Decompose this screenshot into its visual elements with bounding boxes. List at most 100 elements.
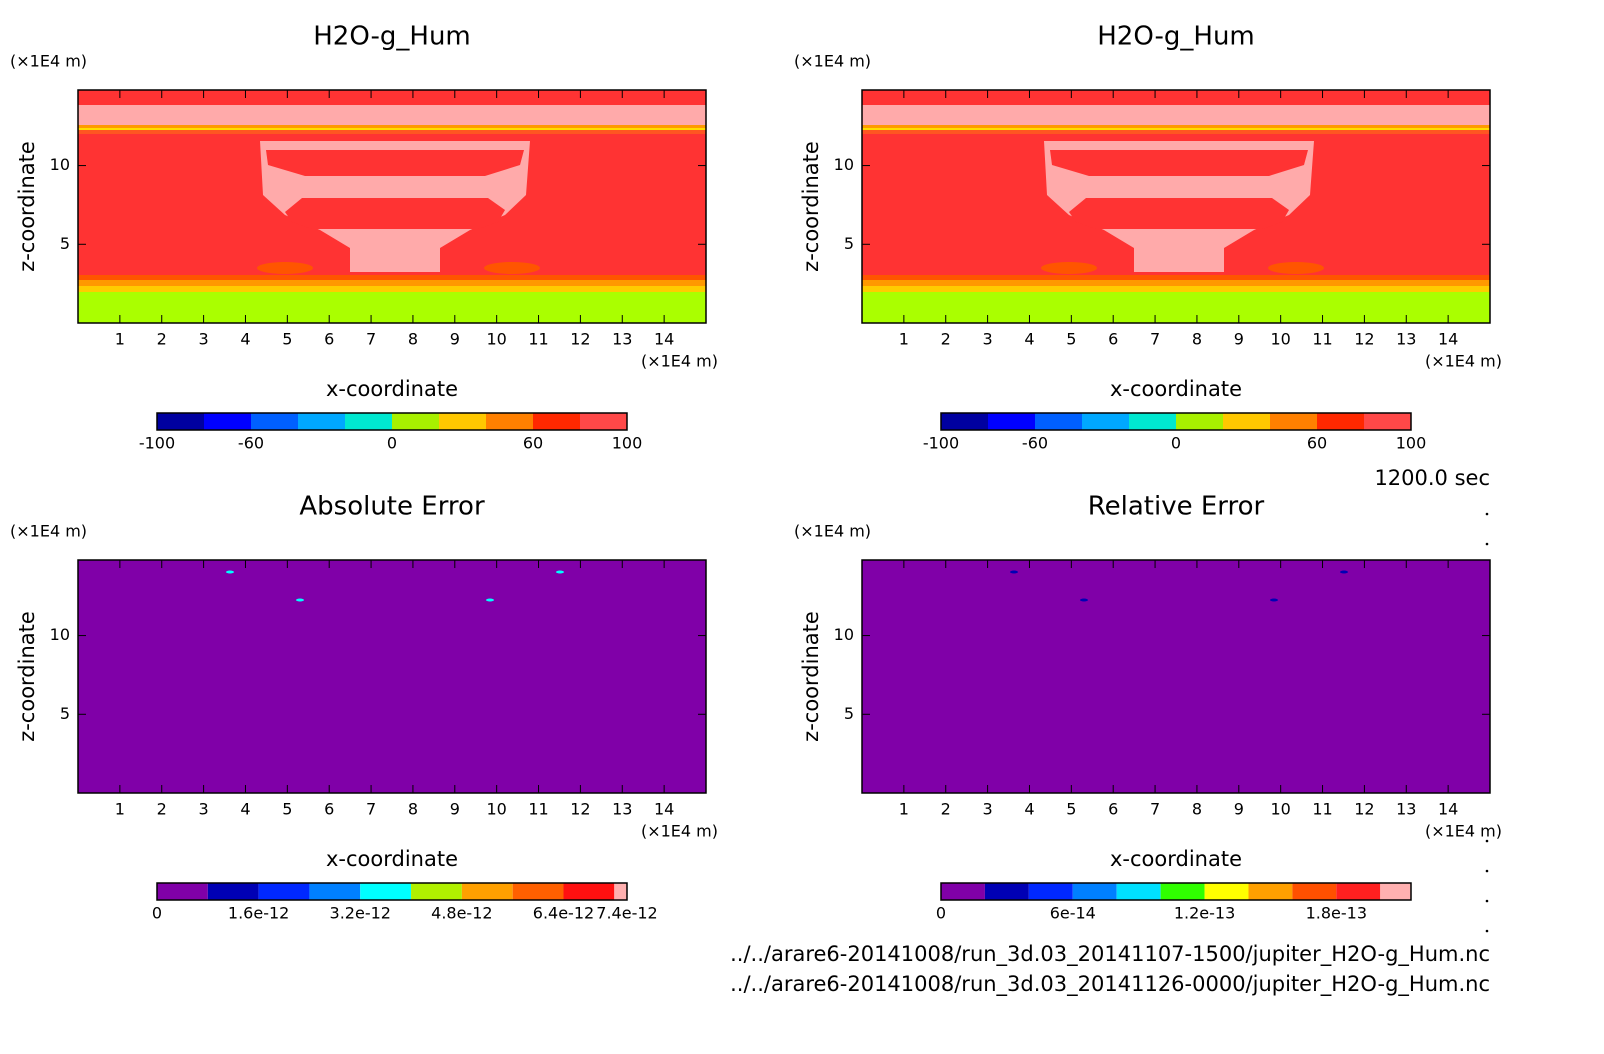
x-tick-label: 14 [654,330,674,349]
colorbar-box [309,883,361,900]
y-tick-label: 5 [844,704,854,723]
y-tick-label: 5 [60,704,70,723]
y-axis-label: z-coordinate [15,141,39,272]
y-tick-label: 10 [834,155,854,174]
field-band [862,128,1490,130]
colorbar-box [439,413,486,430]
field-region [1069,198,1289,229]
x-tick-label: 7 [366,800,376,819]
x-axis-label: x-coordinate [1110,377,1242,401]
field-band [862,286,1490,292]
colorbar-tick-label: 0 [1171,434,1181,453]
colorbar-box [1317,413,1364,430]
plot-frame [77,559,707,794]
x-tick-label: 6 [324,800,334,819]
x-tick-label: 12 [1354,800,1374,819]
x-tick-label: 10 [486,330,506,349]
colorbar-box [984,883,1029,900]
y-axis-label: z-coordinate [799,141,823,272]
colorbar-box [533,413,580,430]
colorbar-box [563,883,615,900]
field-speck [486,598,494,602]
x-tick-label: 9 [1234,800,1244,819]
x-tick-label: 4 [240,330,250,349]
colorbar-tick-label: 4.8e-12 [431,904,492,923]
field-region [285,198,505,229]
colorbar-frame [156,412,628,431]
x-tick-label: 5 [1066,800,1076,819]
chart-title: Relative Error [1088,492,1265,522]
y-axis-label: z-coordinate [799,611,823,742]
field-band [862,130,1490,134]
plot-frame [861,559,1491,794]
field-band [78,125,706,128]
dots [1485,512,1489,933]
x-tick-label: 14 [654,800,674,819]
x-tick-label: 4 [240,800,250,819]
panel: H2O-g_Hum (×1E4 m) (×1E4 m) x-coordinate z-c… [794,22,1502,453]
field [78,560,706,793]
x-tick-label: 1 [115,330,125,349]
colorbar-tick-label: -100 [923,434,959,453]
field-band [862,125,1490,128]
x-tick-label: 6 [1108,330,1118,349]
colorbar-box [207,883,259,900]
y-tick-label: 5 [60,234,70,253]
x-tick-label: 8 [408,330,418,349]
colorbar-box [1035,413,1082,430]
colorbar-frame [156,882,628,901]
colorbar-tick-label: 100 [612,434,643,453]
field-speck [1340,570,1348,574]
colorbar-box [1292,883,1337,900]
field-speck [1080,598,1088,602]
chart-title: H2O-g_Hum [313,22,471,52]
x-tick-label: 13 [1396,800,1416,819]
colorbar-tick-label: 1.6e-12 [228,904,289,923]
x-tick-label: 14 [1438,800,1458,819]
field-band [78,128,706,130]
file-path: ../../arare6-20141008/run_3d.03_20141126… [730,972,1490,997]
field-band [78,105,706,125]
x-tick-label: 13 [612,330,632,349]
x-unit: (×1E4 m) [1425,352,1502,371]
colorbar-box [461,883,513,900]
colorbar-tick-label: -100 [139,434,175,453]
colorbar-box [1116,883,1161,900]
x-axis-label: x-coordinate [326,847,458,871]
x-tick-label: 2 [157,330,167,349]
field-speck [556,570,564,574]
colorbar-box [941,413,988,430]
colorbar-box [1336,883,1381,900]
colorbar-box [1204,883,1249,900]
x-tick-label: 1 [899,800,909,819]
x-tick-label: 2 [941,330,951,349]
colorbar-box [251,413,298,430]
x-tick-label: 6 [1108,800,1118,819]
colorbar-box [614,883,627,900]
colorbar-box [580,413,627,430]
field-speck [296,598,304,602]
x-tick-label: 11 [528,800,548,819]
field-band [862,292,1490,323]
colorbar-box [988,413,1035,430]
colorbar-box [1248,883,1293,900]
x-tick-label: 10 [1270,800,1290,819]
colorbar-box [258,883,310,900]
chart-title: H2O-g_Hum [1097,22,1255,52]
colorbar-tick-label: 3.2e-12 [330,904,391,923]
x-axis-label: x-coordinate [326,377,458,401]
x-tick-label: 6 [324,330,334,349]
field-band [862,275,1490,280]
panel: Absolute Error (×1E4 m) (×1E4 m) x-coordina… [10,492,718,923]
colorbar-tick-label: 6.4e-12 [533,904,594,923]
x-tick-label: 7 [1150,800,1160,819]
x-tick-label: 1 [899,330,909,349]
field-region [484,262,540,274]
colorbar-box [1028,883,1073,900]
x-tick-label: 11 [528,330,548,349]
colorbar-tick-label: 0 [936,904,946,923]
field-region [1041,262,1097,274]
x-tick-label: 7 [1150,330,1160,349]
y-tick-label: 10 [50,625,70,644]
